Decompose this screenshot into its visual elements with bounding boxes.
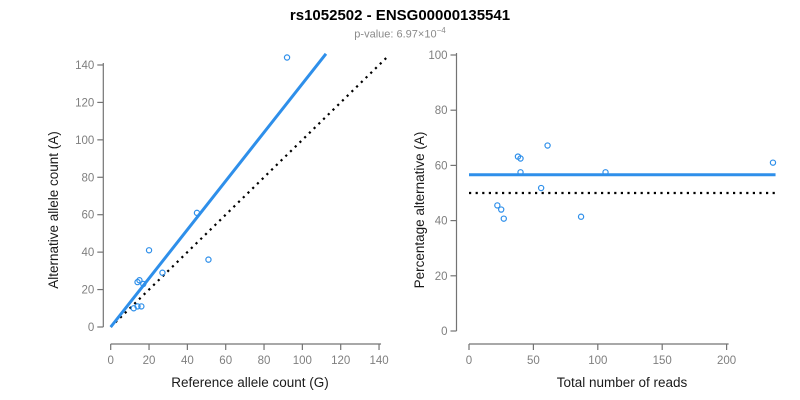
data-point — [517, 169, 524, 176]
figure-title: rs1052502 - ENSG00000135541 — [289, 7, 511, 24]
x-axis-tick-label: 120 — [331, 355, 350, 367]
pvalue-mantissa: 6.97×10 — [396, 28, 437, 41]
data-point — [145, 247, 153, 254]
y-axis-title: Percentage alternative (A) — [412, 132, 427, 289]
y-axis-tick-label: 100 — [428, 50, 447, 62]
data-point — [138, 303, 145, 310]
x-axis-tick-label: 200 — [717, 355, 736, 367]
data-point — [134, 303, 141, 310]
right-percentage-plot: 0 50 100 150 200 0 20 40 60 80 100 Total number of … — [412, 50, 777, 390]
data-point — [517, 155, 524, 162]
x-axis-tick-label: 100 — [293, 355, 312, 367]
data-point — [136, 277, 143, 284]
x-axis-tick-label: 0 — [107, 355, 113, 367]
x-axis-tick-label: 40 — [181, 355, 194, 367]
y-axis-tick-label: 80 — [82, 172, 95, 184]
y-axis-tick-label: 140 — [75, 60, 94, 72]
data-point — [769, 159, 777, 166]
y-axis-tick-label: 40 — [435, 216, 448, 228]
pvalue-prefix: p-value: — [354, 28, 397, 41]
x-axis-title: Total number of reads — [557, 375, 688, 390]
x-axis-tick-label: 80 — [258, 355, 271, 367]
y-axis-tick-label: 20 — [435, 271, 448, 283]
data-point — [602, 169, 609, 176]
y-axis-tick-label: 40 — [82, 247, 95, 259]
data-point — [494, 202, 501, 209]
data-point — [205, 256, 212, 263]
data-point — [159, 269, 166, 276]
y-axis-tick-label: 20 — [82, 285, 95, 297]
y-axis-tick-label: 0 — [88, 322, 94, 334]
x-axis-tick-label: 140 — [369, 355, 388, 367]
y-axis-title: Alternative allele count (A) — [46, 131, 61, 289]
data-point — [283, 54, 291, 61]
y-axis-tick-label: 0 — [441, 326, 447, 338]
y-axis-tick-label: 120 — [75, 97, 94, 109]
data-point — [577, 213, 585, 220]
identity-line — [109, 54, 390, 328]
data-point — [193, 209, 201, 217]
x-axis-tick-label: 100 — [588, 355, 607, 367]
data-point — [140, 280, 147, 288]
x-axis-tick-label: 50 — [527, 355, 540, 367]
fit-line — [109, 52, 328, 328]
data-point — [498, 206, 505, 213]
data-point — [544, 142, 551, 149]
y-axis-tick-label: 60 — [82, 210, 95, 222]
figure-subtitle: p-value: 6.97×10−4 — [0, 26, 800, 41]
data-point — [134, 278, 141, 286]
x-axis-tick-label: 20 — [143, 355, 156, 367]
y-axis-tick-label: 80 — [435, 105, 448, 117]
x-axis-tick-label: 150 — [653, 355, 672, 367]
left-allele-count-plot: 0 20 40 60 80 100 120 140 0 20 40 60 80 100 120 140 Refe… — [46, 52, 390, 390]
y-axis-tick-label: 60 — [435, 160, 448, 172]
pvalue-exponent: −4 — [436, 26, 446, 35]
y-axis-tick-label: 100 — [75, 135, 94, 147]
x-axis-title: Reference allele count (G) — [171, 375, 329, 390]
x-axis-tick-label: 60 — [219, 355, 232, 367]
data-point — [500, 215, 507, 222]
data-point — [537, 184, 545, 192]
x-axis-tick-label: 0 — [466, 355, 472, 367]
